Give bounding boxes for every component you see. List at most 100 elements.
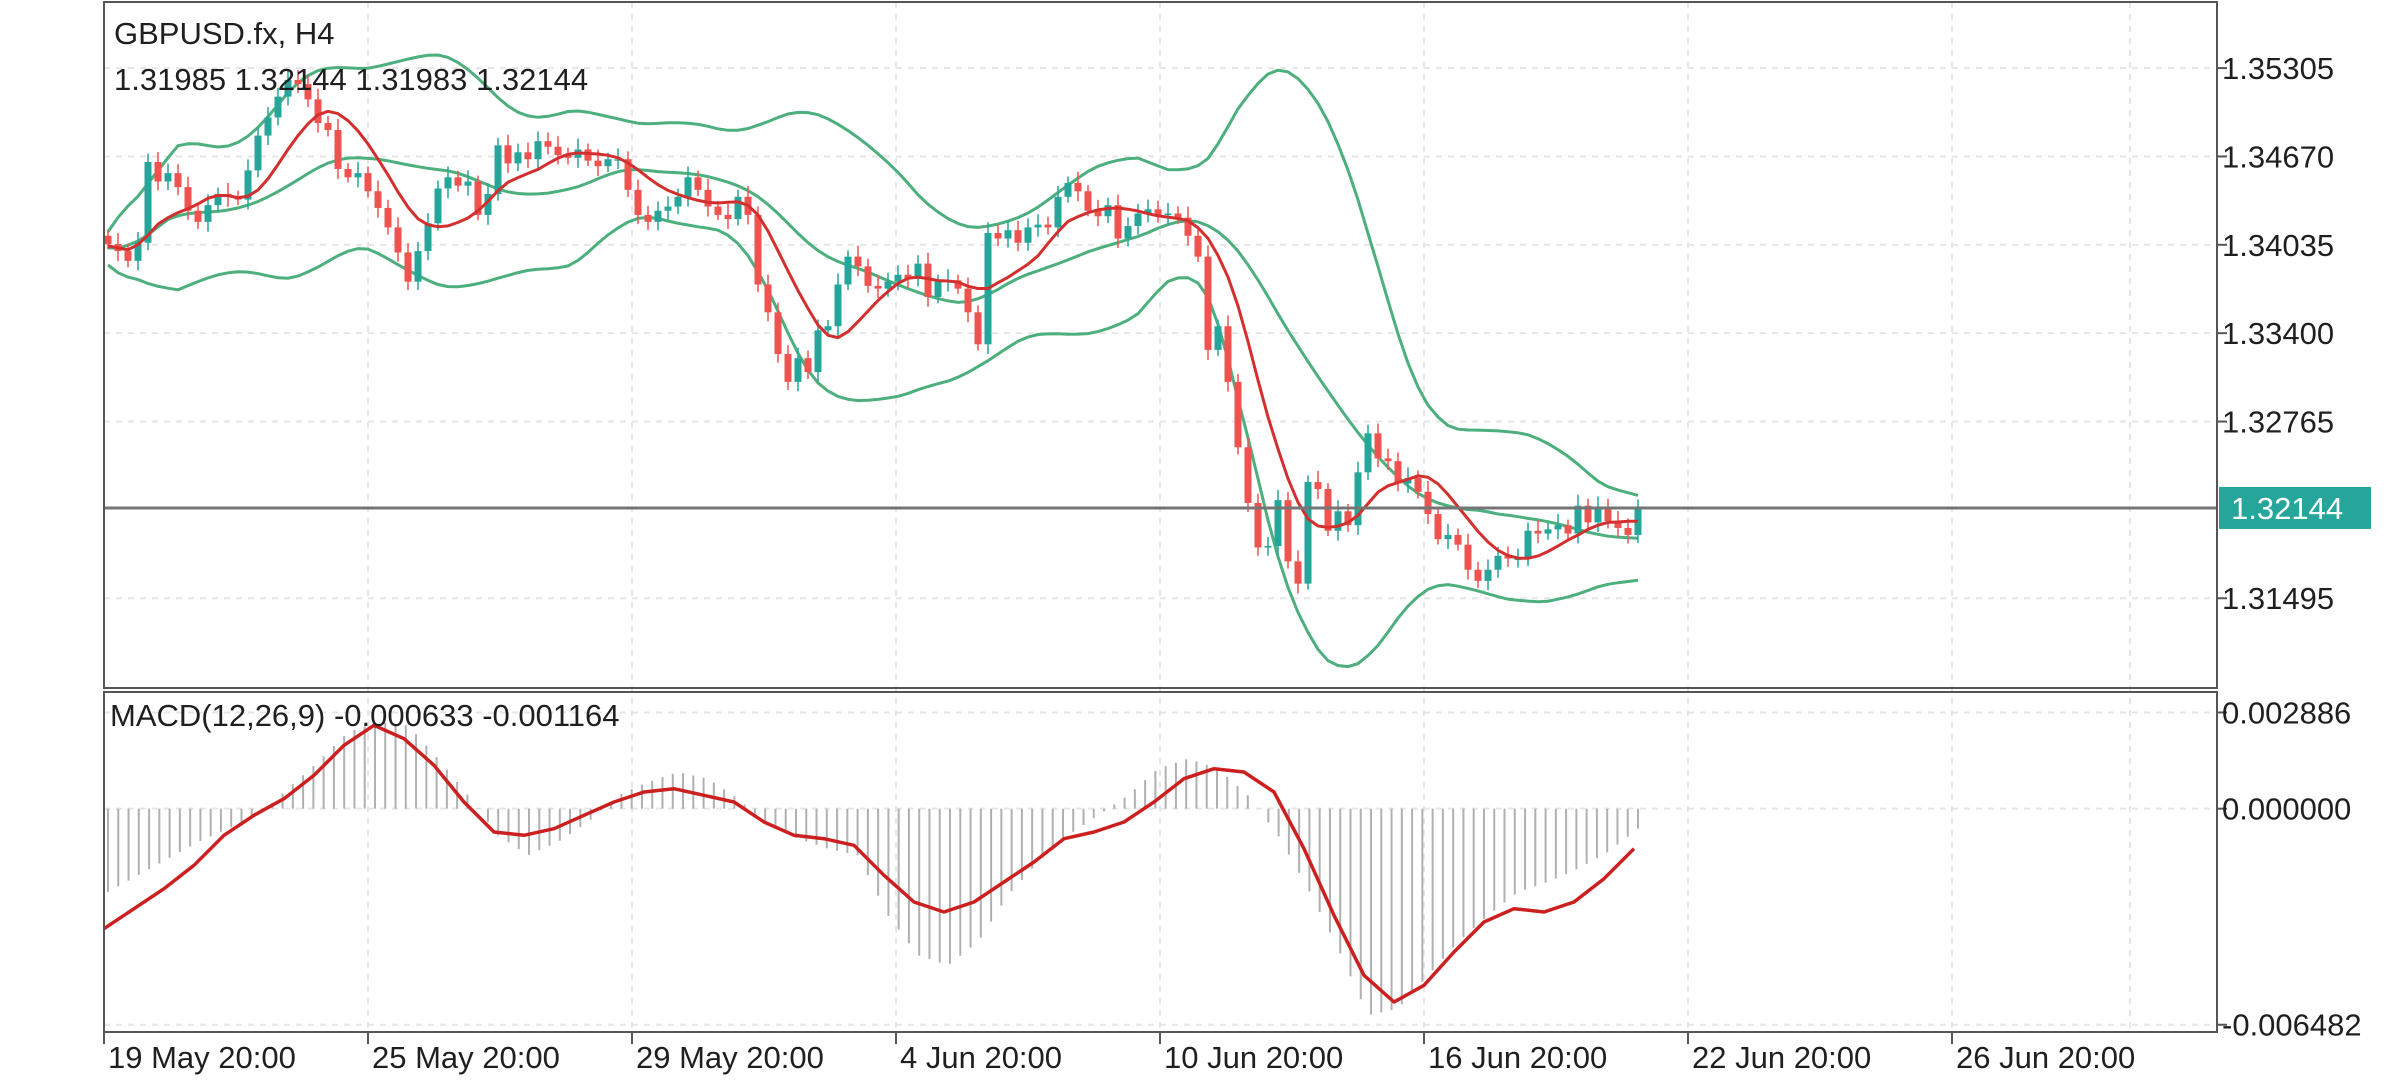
candle-body — [614, 159, 622, 161]
time-axis-tick-label: 10 Jun 20:00 — [1164, 1040, 1343, 1075]
candle-body — [1544, 529, 1552, 534]
macd-axis-tick-label: -0.006482 — [2222, 1008, 2362, 1043]
candle-body — [1564, 525, 1572, 534]
candle-body — [1374, 433, 1382, 459]
time-axis-tick-label: 16 Jun 20:00 — [1428, 1040, 1607, 1075]
candle-body — [404, 252, 412, 282]
candle-body — [704, 189, 712, 207]
candle-body — [254, 135, 262, 171]
candle-body — [174, 173, 182, 188]
candle-body — [434, 188, 442, 224]
candle-body — [1104, 205, 1112, 217]
candle-body — [1444, 534, 1452, 540]
time-axis-tick-label: 22 Jun 20:00 — [1692, 1040, 1871, 1075]
candle-body — [1424, 491, 1432, 515]
candle-body — [1574, 505, 1582, 534]
candle-body — [1024, 227, 1032, 243]
candle-body — [324, 123, 332, 131]
candle-body — [1084, 191, 1092, 211]
candle-body — [684, 177, 692, 197]
candle-body — [774, 312, 782, 355]
candle-body — [384, 207, 392, 228]
candle-body — [534, 141, 542, 160]
candle-body — [1064, 182, 1072, 197]
candle-body — [1364, 433, 1372, 473]
candle-body — [754, 214, 762, 285]
candle-body — [834, 284, 842, 327]
candle-body — [304, 84, 312, 100]
current-price-badge — [2219, 486, 2371, 529]
candle-body — [1294, 561, 1302, 584]
candle-body — [1044, 224, 1052, 228]
macd-indicator-title: MACD(12,26,9) -0.000633 -0.001164 — [110, 698, 620, 733]
bollinger-lower-band — [107, 215, 1639, 669]
time-axis-tick-label: 25 May 20:00 — [372, 1040, 560, 1075]
candle-body — [204, 205, 212, 222]
candle-body — [1464, 544, 1472, 570]
candle-body — [914, 263, 922, 279]
candle-body — [1204, 256, 1212, 350]
candle-body — [1304, 482, 1312, 584]
candle-body — [514, 152, 522, 164]
candle-body — [504, 145, 512, 164]
moving-average — [107, 109, 1639, 560]
candle-body — [454, 177, 462, 186]
candle-body — [584, 149, 592, 161]
macd-signal-line — [103, 723, 1636, 1004]
candle-body — [994, 232, 1002, 239]
candle-body — [354, 173, 362, 178]
candle-body — [1144, 209, 1152, 214]
time-axis-tick-label: 4 Jun 20:00 — [900, 1040, 1062, 1075]
candle-body — [1524, 530, 1532, 559]
candle-body — [364, 173, 372, 192]
candle-body — [554, 146, 562, 156]
candle-body — [1154, 209, 1162, 215]
candle-body — [1504, 555, 1512, 559]
candle-body — [1264, 546, 1272, 548]
candle-body — [644, 214, 652, 222]
price-axis-tick-label: 1.34670 — [2222, 139, 2334, 174]
candle-body — [394, 227, 402, 253]
candle-body — [564, 155, 572, 158]
candle-body — [424, 223, 432, 252]
candle-body — [1184, 217, 1192, 236]
candle-body — [1244, 447, 1252, 503]
macd-signal-line — [103, 723, 1636, 1004]
candle-body — [594, 160, 602, 167]
candle-body — [1324, 489, 1332, 531]
price-axis-tick-label: 1.31495 — [2222, 581, 2334, 616]
candle-body — [1394, 461, 1402, 484]
candle-body — [1134, 213, 1142, 227]
candle-body — [1494, 555, 1502, 570]
candle-body — [1014, 230, 1022, 243]
candle-body — [474, 181, 482, 215]
candle-body — [164, 173, 172, 182]
candle-body — [894, 274, 902, 282]
candle-body — [484, 194, 492, 215]
candle-body — [1554, 525, 1562, 530]
candle-body — [694, 177, 702, 190]
grid — [103, 2, 2217, 1032]
candle-body — [1054, 196, 1062, 228]
candle-body — [1174, 213, 1182, 218]
price-panel-frame — [103, 1, 2218, 689]
candle-body — [974, 312, 982, 345]
candle-body — [784, 354, 792, 382]
candle-body — [864, 266, 872, 286]
candle-body — [1214, 326, 1222, 350]
candle-body — [824, 326, 832, 331]
candle-body — [274, 96, 282, 118]
candle-body — [544, 141, 552, 147]
bollinger-bands — [106, 53, 1639, 669]
macd-histogram — [107, 722, 1639, 1015]
candle-body — [924, 263, 932, 297]
candle-body — [1434, 514, 1442, 540]
moving-average-line — [107, 109, 1639, 560]
candle-body — [954, 280, 962, 289]
candle-body — [144, 162, 152, 243]
candle-body — [184, 187, 192, 211]
candle-body — [464, 181, 472, 186]
candle-body — [1224, 326, 1232, 382]
